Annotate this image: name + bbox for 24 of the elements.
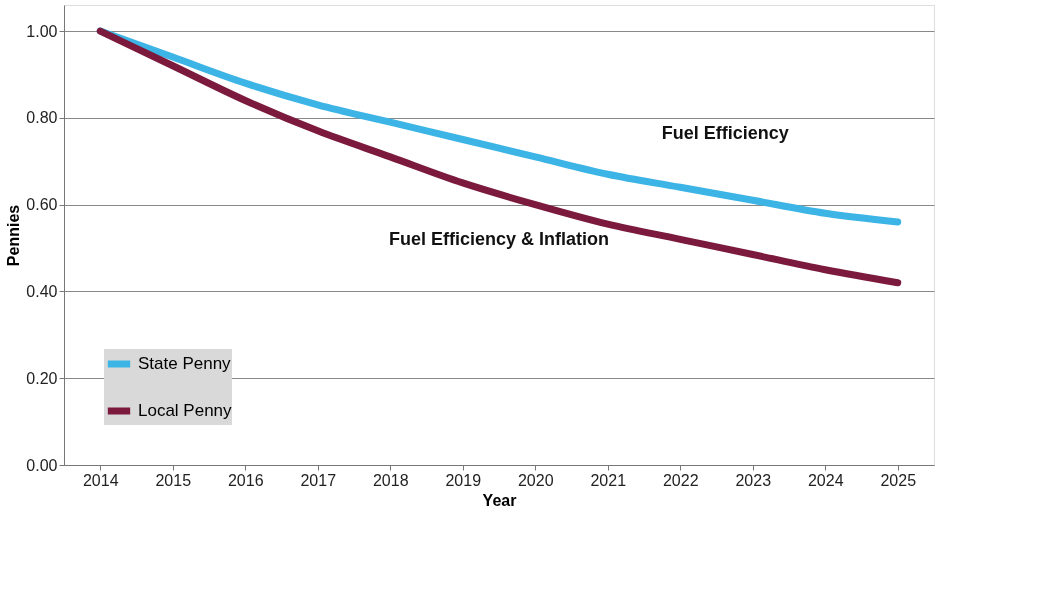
x-tick-label: 2014	[82, 471, 119, 489]
y-axis-title: Pennies	[5, 204, 23, 267]
legend-label: Local Penny	[138, 401, 233, 420]
y-tick-label: 0.20	[26, 369, 58, 387]
x-tick-label: 2017	[300, 471, 337, 489]
x-tick-label: 2023	[735, 471, 772, 489]
x-tick-label: 2025	[880, 471, 917, 489]
y-tick-label: 0.00	[26, 456, 58, 474]
annotation: Fuel Efficiency	[661, 122, 789, 143]
x-tick-label: 2016	[227, 471, 264, 489]
y-tick-label: 0.80	[26, 109, 58, 127]
y-tick-label: 0.40	[26, 282, 58, 300]
x-tick-label: 2020	[517, 471, 554, 489]
x-axis-title: Year	[482, 491, 517, 509]
x-tick-label: 2018	[372, 471, 409, 489]
legend-label: State Penny	[138, 354, 232, 373]
x-tick-label: 2021	[590, 471, 627, 489]
x-tick-label: 2019	[445, 471, 482, 489]
annotation: Fuel Efficiency & Inflation	[388, 228, 610, 249]
y-tick-label: 0.60	[26, 196, 58, 214]
x-tick-label: 2015	[155, 471, 192, 489]
y-tick-label: 1.00	[26, 22, 58, 40]
x-tick-label: 2022	[662, 471, 699, 489]
x-tick-label: 2024	[807, 471, 844, 489]
